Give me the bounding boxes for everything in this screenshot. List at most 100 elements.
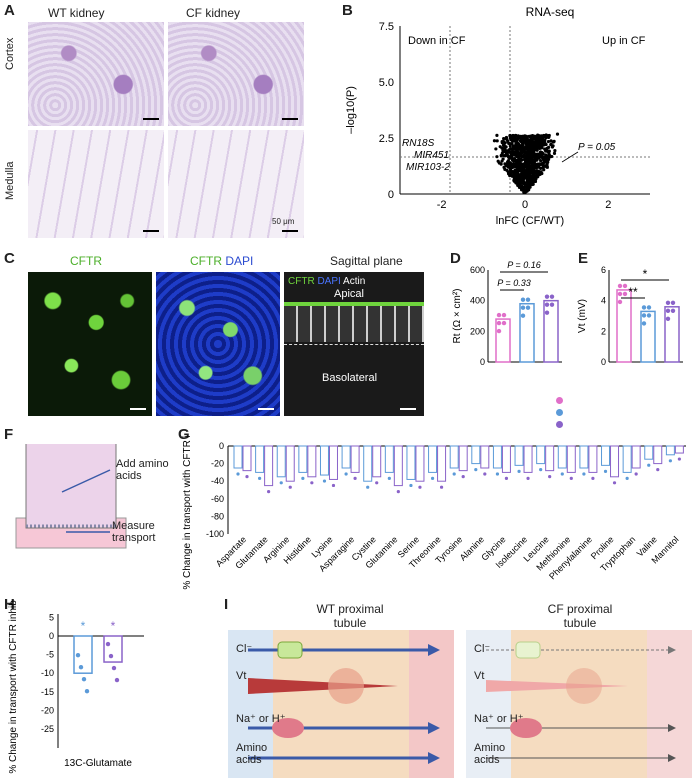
bar bbox=[264, 445, 274, 487]
bar bbox=[622, 445, 632, 473]
panel-f-label: F bbox=[4, 426, 14, 443]
volcano-point bbox=[533, 179, 538, 184]
volcano-point bbox=[528, 182, 532, 186]
data-point bbox=[668, 459, 672, 463]
volcano-point bbox=[504, 136, 508, 141]
data-point bbox=[548, 475, 552, 479]
volcano-point bbox=[508, 166, 512, 170]
volcano-point bbox=[543, 156, 547, 160]
volcano-point bbox=[513, 178, 517, 183]
data-point bbox=[670, 308, 676, 313]
panel-b-label: B bbox=[342, 2, 353, 19]
data-point bbox=[495, 472, 500, 476]
volcano-point bbox=[553, 149, 557, 153]
bar bbox=[588, 445, 598, 473]
volcano-point bbox=[538, 143, 542, 147]
volcano-point bbox=[540, 161, 545, 165]
data-point bbox=[366, 485, 370, 489]
volcano-point bbox=[522, 176, 526, 180]
volcano-point bbox=[514, 172, 518, 176]
volcano-point bbox=[509, 150, 513, 154]
volcano-point bbox=[522, 182, 527, 186]
cftr-dapi-image bbox=[156, 272, 280, 416]
scale-bar bbox=[282, 230, 298, 232]
data-point bbox=[647, 463, 651, 467]
data-point bbox=[646, 305, 652, 310]
volcano-point bbox=[503, 141, 507, 145]
volcano-point bbox=[539, 158, 543, 163]
data-point bbox=[641, 305, 647, 310]
data-point bbox=[560, 472, 564, 476]
bar bbox=[406, 445, 416, 480]
data-point bbox=[670, 300, 676, 305]
data-point bbox=[75, 653, 81, 658]
scale-bar bbox=[282, 118, 298, 120]
bar bbox=[601, 445, 611, 466]
bar bbox=[566, 445, 576, 473]
volcano-point bbox=[549, 142, 553, 146]
cf-vt-wedge bbox=[486, 680, 628, 692]
bar bbox=[536, 445, 546, 465]
bar bbox=[631, 445, 641, 469]
data-point bbox=[617, 291, 623, 297]
wt-cl-label: Cl⁻ bbox=[236, 643, 253, 655]
volcano-point bbox=[528, 143, 533, 147]
data-point bbox=[353, 476, 357, 480]
cf-cortex-image bbox=[168, 22, 304, 126]
volcano-point bbox=[511, 146, 515, 150]
volcano-point bbox=[512, 174, 516, 178]
y-tick-label: -10 bbox=[41, 668, 54, 678]
volcano-point bbox=[516, 141, 520, 146]
panel-h-label: H bbox=[4, 596, 15, 613]
bar bbox=[495, 318, 511, 363]
volcano-point bbox=[518, 151, 522, 155]
bar bbox=[255, 445, 265, 473]
data-point bbox=[496, 328, 502, 334]
volcano-point bbox=[495, 139, 499, 143]
wt-medulla-image bbox=[28, 130, 164, 238]
volcano-point bbox=[515, 155, 519, 159]
bar bbox=[640, 310, 656, 363]
sig-star: * bbox=[111, 619, 116, 633]
bar bbox=[428, 445, 438, 473]
y-tick-label: -80 bbox=[211, 511, 224, 521]
panel-d-label: D bbox=[450, 250, 461, 267]
y-tick-label: 0 bbox=[49, 631, 54, 641]
y-tick-label: 5 bbox=[49, 612, 54, 622]
sagittal-plane-label: Sagittal plane bbox=[330, 254, 403, 268]
y-axis-label: Rt (Ω × cm²) bbox=[452, 289, 463, 344]
volcano-point bbox=[539, 134, 543, 138]
volcano-point bbox=[512, 165, 516, 169]
volcano-point bbox=[521, 141, 525, 146]
volcano-point bbox=[527, 169, 532, 173]
volcano-point bbox=[537, 140, 541, 144]
data-point bbox=[525, 305, 531, 310]
data-point bbox=[501, 320, 507, 326]
y-tick-label: -60 bbox=[211, 494, 224, 504]
panel-a-label: A bbox=[4, 2, 15, 19]
tubule-arrows bbox=[248, 641, 676, 764]
volcano-point bbox=[547, 145, 551, 149]
bar bbox=[307, 445, 317, 478]
volcano-point bbox=[525, 154, 529, 159]
volcano-point bbox=[524, 140, 528, 144]
x-tick-label: 0 bbox=[522, 199, 528, 211]
bar bbox=[471, 445, 481, 465]
y-axis-label: Vt (mV) bbox=[577, 299, 588, 333]
wt-title: WT proximal tubule bbox=[316, 602, 384, 630]
data-point bbox=[544, 302, 550, 307]
bar bbox=[393, 445, 403, 487]
data-point bbox=[496, 312, 502, 318]
y-axis-label: –log10(P) bbox=[345, 86, 357, 134]
data-point bbox=[375, 481, 379, 485]
volcano-point bbox=[506, 172, 511, 176]
data-point bbox=[81, 677, 87, 682]
volcano-point bbox=[504, 162, 508, 166]
volcano-plot: RNA-seq 0 2.5 5.0 7.5 -2 0 2 –log10(P) lnFC (… bbox=[345, 5, 651, 227]
add-amino-acids-label: Add amino acids bbox=[116, 458, 169, 482]
wt-tubule bbox=[228, 630, 454, 778]
volcano-point bbox=[526, 165, 530, 169]
data-point bbox=[656, 468, 660, 472]
data-point bbox=[617, 283, 623, 289]
transwell-diagram bbox=[15, 444, 127, 549]
